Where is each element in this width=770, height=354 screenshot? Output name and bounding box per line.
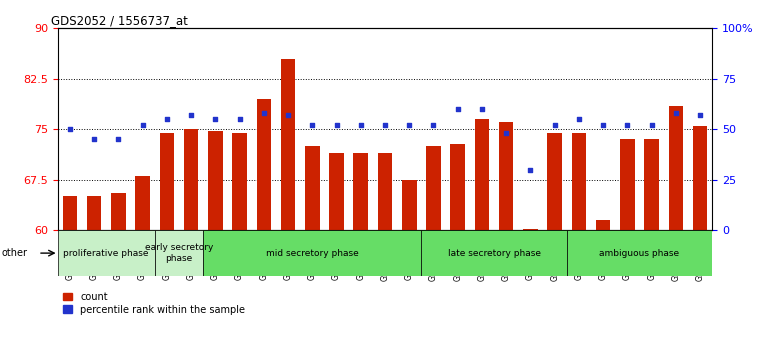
Point — [112, 137, 125, 142]
Point — [524, 167, 537, 172]
Legend: count, percentile rank within the sample: count, percentile rank within the sample — [62, 292, 245, 314]
Point — [548, 122, 561, 128]
Bar — [184, 129, 199, 230]
Point — [597, 122, 609, 128]
Text: mid secretory phase: mid secretory phase — [266, 249, 359, 258]
Bar — [136, 176, 150, 230]
Bar — [208, 131, 223, 230]
Text: GDS2052 / 1556737_at: GDS2052 / 1556737_at — [51, 14, 188, 27]
Bar — [111, 193, 126, 230]
Point — [64, 126, 76, 132]
Bar — [330, 153, 343, 230]
Point — [233, 116, 246, 122]
Bar — [155, 230, 203, 276]
Bar — [547, 133, 562, 230]
Bar — [281, 59, 296, 230]
Point — [621, 122, 634, 128]
Point — [88, 137, 100, 142]
Bar — [402, 180, 417, 230]
Point — [355, 122, 367, 128]
Bar — [596, 220, 611, 230]
Point — [306, 122, 319, 128]
Bar — [427, 146, 440, 230]
Point — [209, 116, 222, 122]
Point — [573, 116, 585, 122]
Bar — [58, 230, 155, 276]
Point — [403, 122, 415, 128]
Point — [330, 122, 343, 128]
Bar — [305, 146, 320, 230]
Bar — [499, 122, 514, 230]
Bar — [644, 139, 659, 230]
Bar — [450, 144, 465, 230]
Point — [185, 112, 197, 118]
Point — [670, 110, 682, 116]
Bar — [523, 229, 537, 230]
Point — [161, 116, 173, 122]
Text: proliferative phase: proliferative phase — [63, 249, 149, 258]
Point — [258, 110, 270, 116]
Point — [136, 122, 149, 128]
Point — [694, 112, 706, 118]
Bar — [203, 230, 421, 276]
Point — [379, 122, 391, 128]
Text: ambiguous phase: ambiguous phase — [600, 249, 680, 258]
Bar — [378, 153, 392, 230]
Text: late secretory phase: late secretory phase — [447, 249, 541, 258]
Bar — [256, 99, 271, 230]
Point — [451, 106, 464, 112]
Point — [500, 130, 512, 136]
Bar — [571, 133, 586, 230]
Bar — [668, 106, 683, 230]
Bar — [693, 126, 708, 230]
Bar — [353, 153, 368, 230]
Text: early secretory
phase: early secretory phase — [145, 244, 213, 263]
Bar — [233, 133, 247, 230]
Bar — [421, 230, 567, 276]
Bar — [62, 196, 77, 230]
Bar — [159, 133, 174, 230]
Point — [427, 122, 440, 128]
Bar — [474, 119, 489, 230]
Point — [282, 112, 294, 118]
Point — [645, 122, 658, 128]
Bar — [620, 139, 634, 230]
Point — [476, 106, 488, 112]
Text: other: other — [2, 248, 28, 258]
Bar — [87, 196, 102, 230]
Bar — [567, 230, 712, 276]
